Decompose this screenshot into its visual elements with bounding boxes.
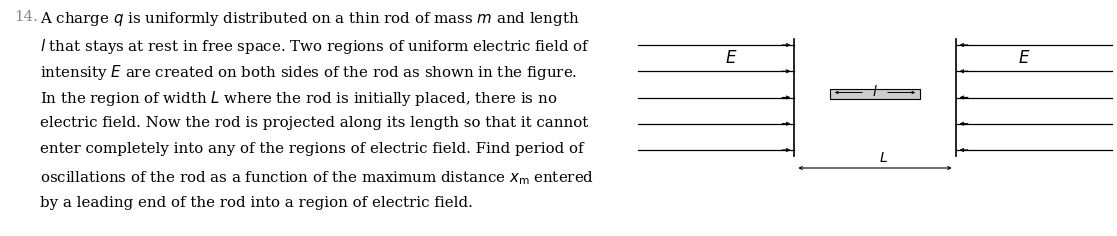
Text: A charge $q$ is uniformly distributed on a thin rod of mass $m$ and length: A charge $q$ is uniformly distributed on…	[40, 10, 580, 28]
Text: by a leading end of the rod into a region of electric field.: by a leading end of the rod into a regio…	[40, 195, 472, 210]
Text: $l$: $l$	[872, 84, 878, 99]
Bar	[830, 88, 920, 98]
Text: electric field. Now the rod is projected along its length so that it cannot: electric field. Now the rod is projected…	[40, 116, 589, 130]
Text: oscillations of the rod as a function of the maximum distance $x_{\rm m}$ entere: oscillations of the rod as a function of…	[40, 169, 594, 187]
Text: $L$: $L$	[879, 151, 887, 165]
Text: $l$ that stays at rest in free space. Two regions of uniform electric field of: $l$ that stays at rest in free space. Tw…	[40, 37, 590, 55]
Text: intensity $E$ are created on both sides of the rod as shown in the figure.: intensity $E$ are created on both sides …	[40, 63, 577, 82]
Text: 14.: 14.	[15, 10, 38, 24]
Text: enter completely into any of the regions of electric field. Find period of: enter completely into any of the regions…	[40, 143, 583, 156]
Text: In the region of width $L$ where the rod is initially placed, there is no: In the region of width $L$ where the rod…	[40, 89, 557, 109]
Text: $E$: $E$	[725, 50, 737, 67]
Text: $E$: $E$	[1018, 50, 1030, 67]
